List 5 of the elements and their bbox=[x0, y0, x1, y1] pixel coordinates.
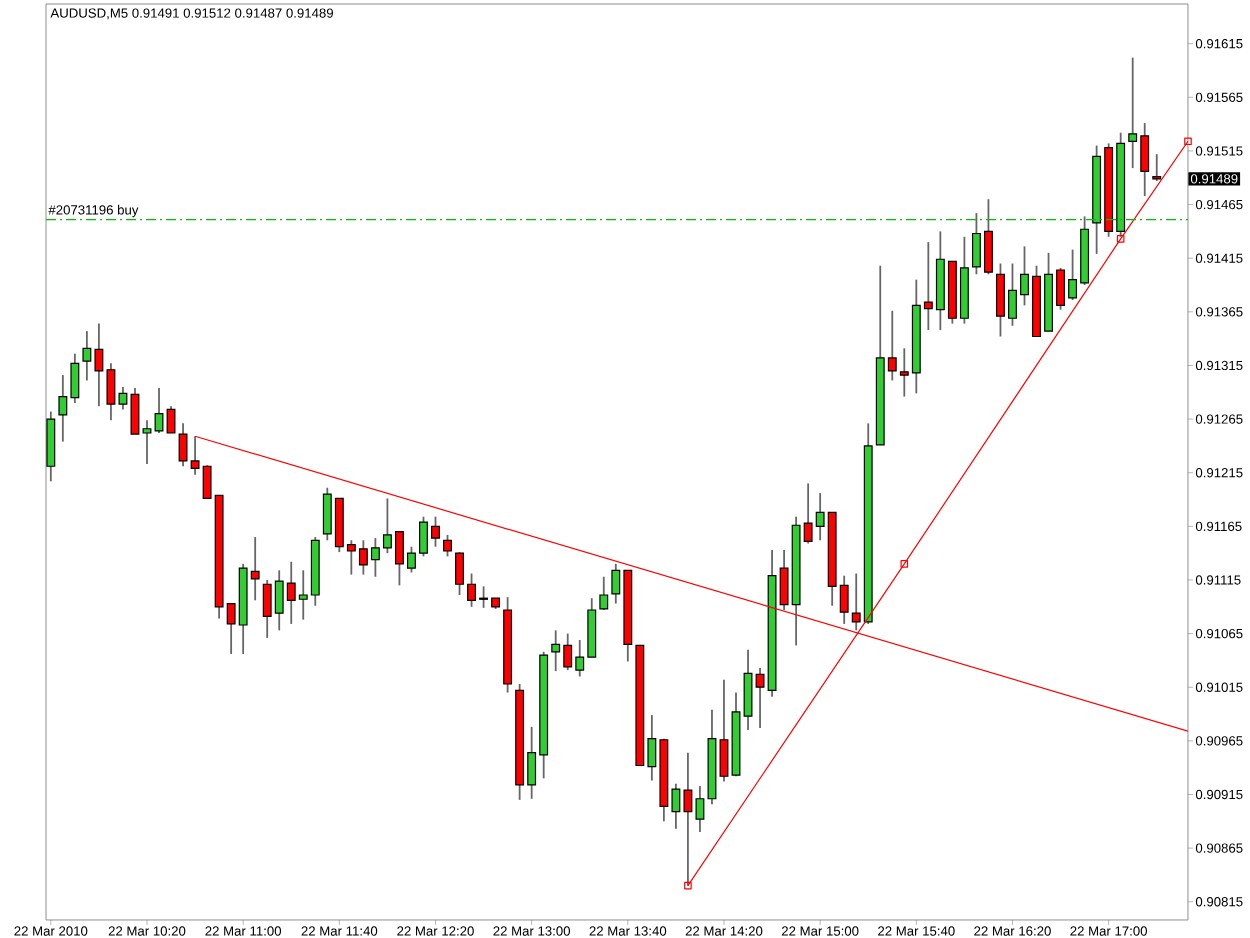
candlestick bbox=[443, 534, 452, 558]
point bbox=[900, 560, 909, 568]
candlestick bbox=[46, 410, 56, 483]
point bbox=[1116, 235, 1125, 243]
candlestick bbox=[1152, 153, 1162, 182]
